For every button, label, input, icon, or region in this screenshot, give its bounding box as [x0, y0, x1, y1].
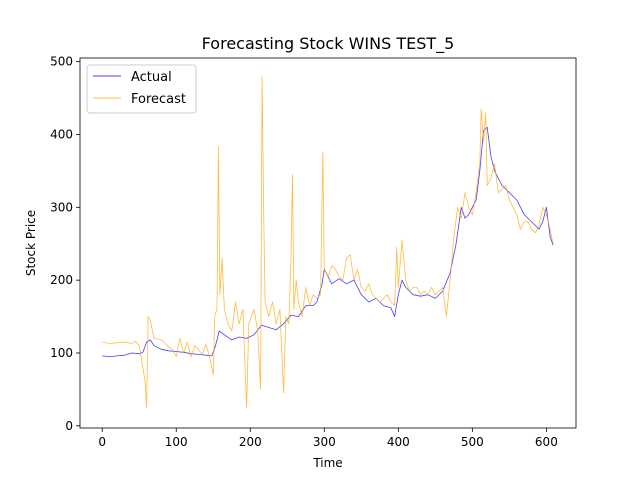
x-tick-label: 600 — [535, 435, 558, 449]
x-axis-label: Time — [312, 456, 342, 470]
y-axis-ticks: 0 100 200 300 400 500 — [50, 55, 80, 433]
series-line-forecast — [102, 75, 554, 408]
x-axis-ticks: 0 100 200 300 400 500 600 — [98, 428, 558, 449]
x-tick-label: 300 — [313, 435, 336, 449]
legend: Actual Forecast — [86, 64, 197, 114]
x-tick-label: 200 — [239, 435, 262, 449]
plot-area — [80, 58, 576, 428]
y-tick-label: 300 — [50, 200, 73, 214]
x-tick-label: 0 — [98, 435, 106, 449]
series-line-actual — [102, 126, 554, 357]
y-tick-label: 500 — [50, 55, 73, 69]
axes-layer — [79, 57, 577, 429]
x-tick-label: 400 — [387, 435, 410, 449]
legend-label-actual: Actual — [131, 70, 172, 85]
legend-label-forecast: Forecast — [131, 92, 186, 107]
x-tick-label: 100 — [165, 435, 188, 449]
y-tick-label: 400 — [50, 127, 73, 141]
chart-title: Forecasting Stock WINS TEST_5 — [202, 34, 455, 54]
axes-frame — [79, 57, 577, 429]
y-tick-label: 0 — [65, 419, 73, 433]
y-tick-label: 100 — [50, 346, 73, 360]
y-tick-label: 200 — [50, 273, 73, 287]
x-tick-label: 500 — [461, 435, 484, 449]
y-axis-label: Stock Price — [24, 210, 38, 276]
legend-box — [86, 64, 197, 114]
series-layer — [102, 75, 554, 408]
